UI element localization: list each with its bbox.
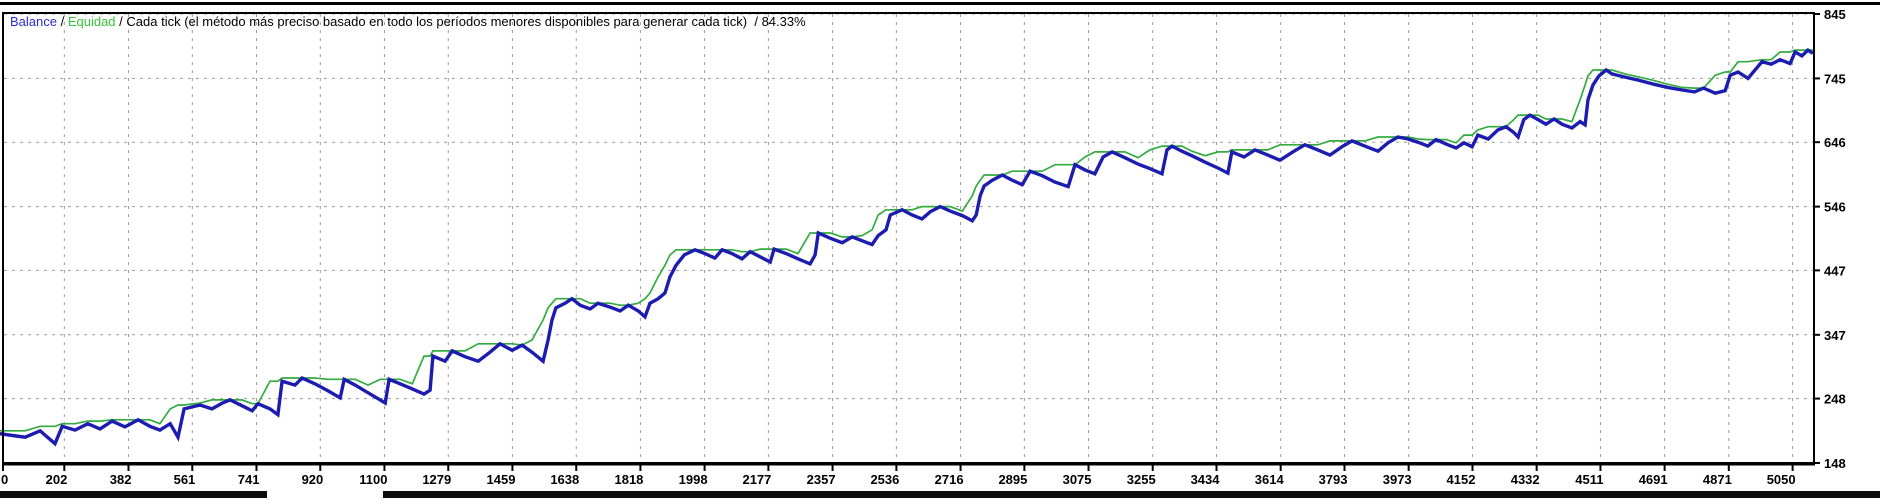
- y-tick-label: 347: [1824, 328, 1846, 343]
- x-tick-label: 561: [174, 472, 196, 487]
- x-tick-label: 3255: [1127, 472, 1156, 487]
- legend-quality-value: 84.33%: [761, 14, 806, 29]
- legend-equity-label: Equidad: [67, 14, 116, 29]
- y-tick-label: 845: [1824, 7, 1846, 22]
- balance-line: [0, 47, 1814, 447]
- legend-separator: /: [115, 14, 127, 29]
- equity-line: [0, 49, 1813, 432]
- x-tick-label: 1100: [359, 472, 387, 487]
- x-tick-label: 4871: [1703, 472, 1732, 487]
- x-tick-label: 2716: [935, 472, 964, 487]
- x-tick-label: 2177: [742, 472, 771, 487]
- x-tick-label: 1998: [679, 472, 708, 487]
- y-tick-label: 148: [1824, 456, 1846, 471]
- x-tick-label: 3434: [1191, 472, 1221, 487]
- lower-panel-edge-right: [383, 491, 1880, 498]
- x-tick-label: 741: [238, 472, 260, 487]
- x-tick-label: 4152: [1447, 472, 1476, 487]
- plot-frame: [2, 12, 1815, 464]
- x-tick-label: 3973: [1383, 472, 1412, 487]
- x-tick-label: 2895: [998, 472, 1027, 487]
- x-tick-label: 4332: [1511, 472, 1540, 487]
- y-tick-label: 447: [1824, 263, 1846, 278]
- x-tick-label: 4691: [1639, 472, 1668, 487]
- x-tick-label: 0: [1, 472, 8, 487]
- x-tick-label: 1818: [614, 472, 643, 487]
- x-tick-label: 920: [302, 472, 324, 487]
- x-tick-label: 2357: [807, 472, 836, 487]
- x-tick-label: 382: [110, 472, 132, 487]
- x-tick-label: 3075: [1063, 472, 1092, 487]
- x-tick-label: 1279: [422, 472, 451, 487]
- y-tick-label: 546: [1824, 200, 1846, 215]
- x-tick-label: 1638: [550, 472, 579, 487]
- x-tick-label: 4511: [1575, 472, 1603, 487]
- y-tick-label: 745: [1824, 71, 1846, 86]
- panel-top-border: [0, 2, 1880, 5]
- y-tick-label: 248: [1824, 392, 1846, 407]
- lower-panel-edge-left: [0, 491, 267, 498]
- x-tick-label: 202: [46, 472, 68, 487]
- x-tick-label: 1459: [487, 472, 516, 487]
- chart-legend: Balance / Equidad / Cada tick (el método…: [10, 14, 806, 29]
- x-tick-label: 3614: [1255, 472, 1285, 487]
- legend-balance-label: Balance: [10, 14, 57, 29]
- legend-separator: /: [747, 14, 762, 29]
- legend-separator: /: [56, 14, 68, 29]
- legend-mode-text: Cada tick (el método más preciso basado …: [126, 14, 748, 29]
- x-tick-label: 3793: [1319, 472, 1348, 487]
- x-tick-label: 5050: [1767, 472, 1796, 487]
- x-tick-label: 2536: [870, 472, 899, 487]
- y-tick-label: 646: [1824, 135, 1846, 150]
